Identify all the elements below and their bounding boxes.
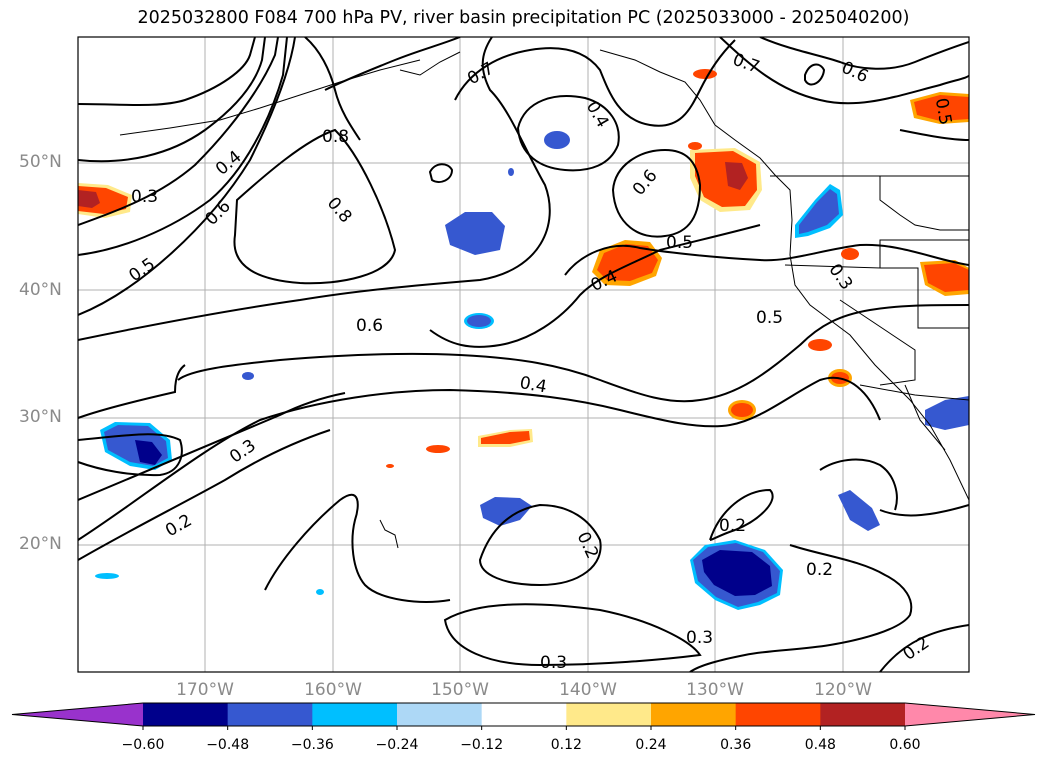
- colorbar-segment: [566, 703, 652, 726]
- contour-label: 0.8: [322, 127, 349, 147]
- lat-label-40n: 40°N: [19, 280, 62, 300]
- contour-label: 0.2: [162, 510, 195, 541]
- colorbar-segment: [735, 703, 821, 726]
- contour-label: 0.5: [666, 233, 693, 253]
- colorbar-tick-label: 0.12: [550, 737, 582, 753]
- colorbar-segment: [481, 703, 567, 726]
- lon-label-140w: 140°W: [559, 680, 617, 700]
- colorbar-segment: [397, 703, 483, 726]
- colorbar-segment: [143, 703, 229, 726]
- lon-label-170w: 170°W: [176, 680, 234, 700]
- lon-label-160w: 160°W: [304, 680, 362, 700]
- colorbar-tick-label: −0.12: [460, 737, 504, 753]
- colorbar: [11, 702, 1036, 730]
- colorbar-segment: [820, 703, 906, 726]
- colorbar-tick-label: −0.24: [375, 737, 419, 753]
- lat-label-50n: 50°N: [19, 152, 62, 172]
- gridlines: [78, 37, 969, 672]
- colorbar-tick-label: −0.36: [290, 737, 334, 753]
- contour-label: 0.4: [518, 373, 548, 397]
- colorbar-segment: [312, 703, 398, 726]
- map-frame: [77, 36, 970, 673]
- contour-label: 0.5: [125, 254, 159, 286]
- lon-label-120w: 120°W: [814, 680, 872, 700]
- contour-label: 0.6: [356, 316, 383, 336]
- lon-label-130w: 130°W: [686, 680, 744, 700]
- contour-label: 0.3: [131, 187, 158, 207]
- colorbar-segment: [227, 703, 313, 726]
- contour-label: 0.8: [323, 193, 356, 227]
- colorbar-segment: [651, 703, 737, 726]
- contour-label: 0.4: [582, 98, 613, 131]
- colorbar-tick-label: 0.60: [889, 737, 921, 753]
- contour-label: 0.3: [824, 260, 856, 294]
- contour-label: 0.2: [806, 560, 833, 580]
- colorbar-tick-label: −0.60: [121, 737, 165, 753]
- colorbar-tick-label: 0.48: [804, 737, 836, 753]
- lat-label-30n: 30°N: [19, 407, 62, 427]
- coastlines: [119, 49, 969, 549]
- contour-label: 0.5: [931, 97, 955, 127]
- pv-contours: [78, 37, 969, 672]
- contour-labels: 0.3 0.4 0.6 0.5 0.8 0.8 0.7 0.4 0.6 0.5 …: [125, 50, 955, 673]
- contour-label: 0.6: [629, 166, 662, 200]
- contour-label: 0.7: [730, 50, 762, 78]
- contour-label: 0.3: [686, 628, 713, 648]
- lat-label-20n: 20°N: [19, 534, 62, 554]
- colorbar-tick-label: 0.24: [635, 737, 667, 753]
- lon-label-150w: 150°W: [431, 680, 489, 700]
- map-title: 2025032800 F084 700 hPa PV, river basin …: [137, 8, 910, 28]
- colorbar-extend-low: [12, 703, 143, 726]
- colorbar-extend-high: [905, 703, 1035, 726]
- contour-label: 0.3: [540, 653, 567, 673]
- colorbar-tick-label: 0.36: [720, 737, 752, 753]
- contour-label: 0.2: [900, 633, 934, 665]
- contour-label: 0.2: [719, 516, 746, 536]
- colorbar-tick-label: −0.48: [206, 737, 250, 753]
- contour-label: 0.5: [756, 308, 783, 328]
